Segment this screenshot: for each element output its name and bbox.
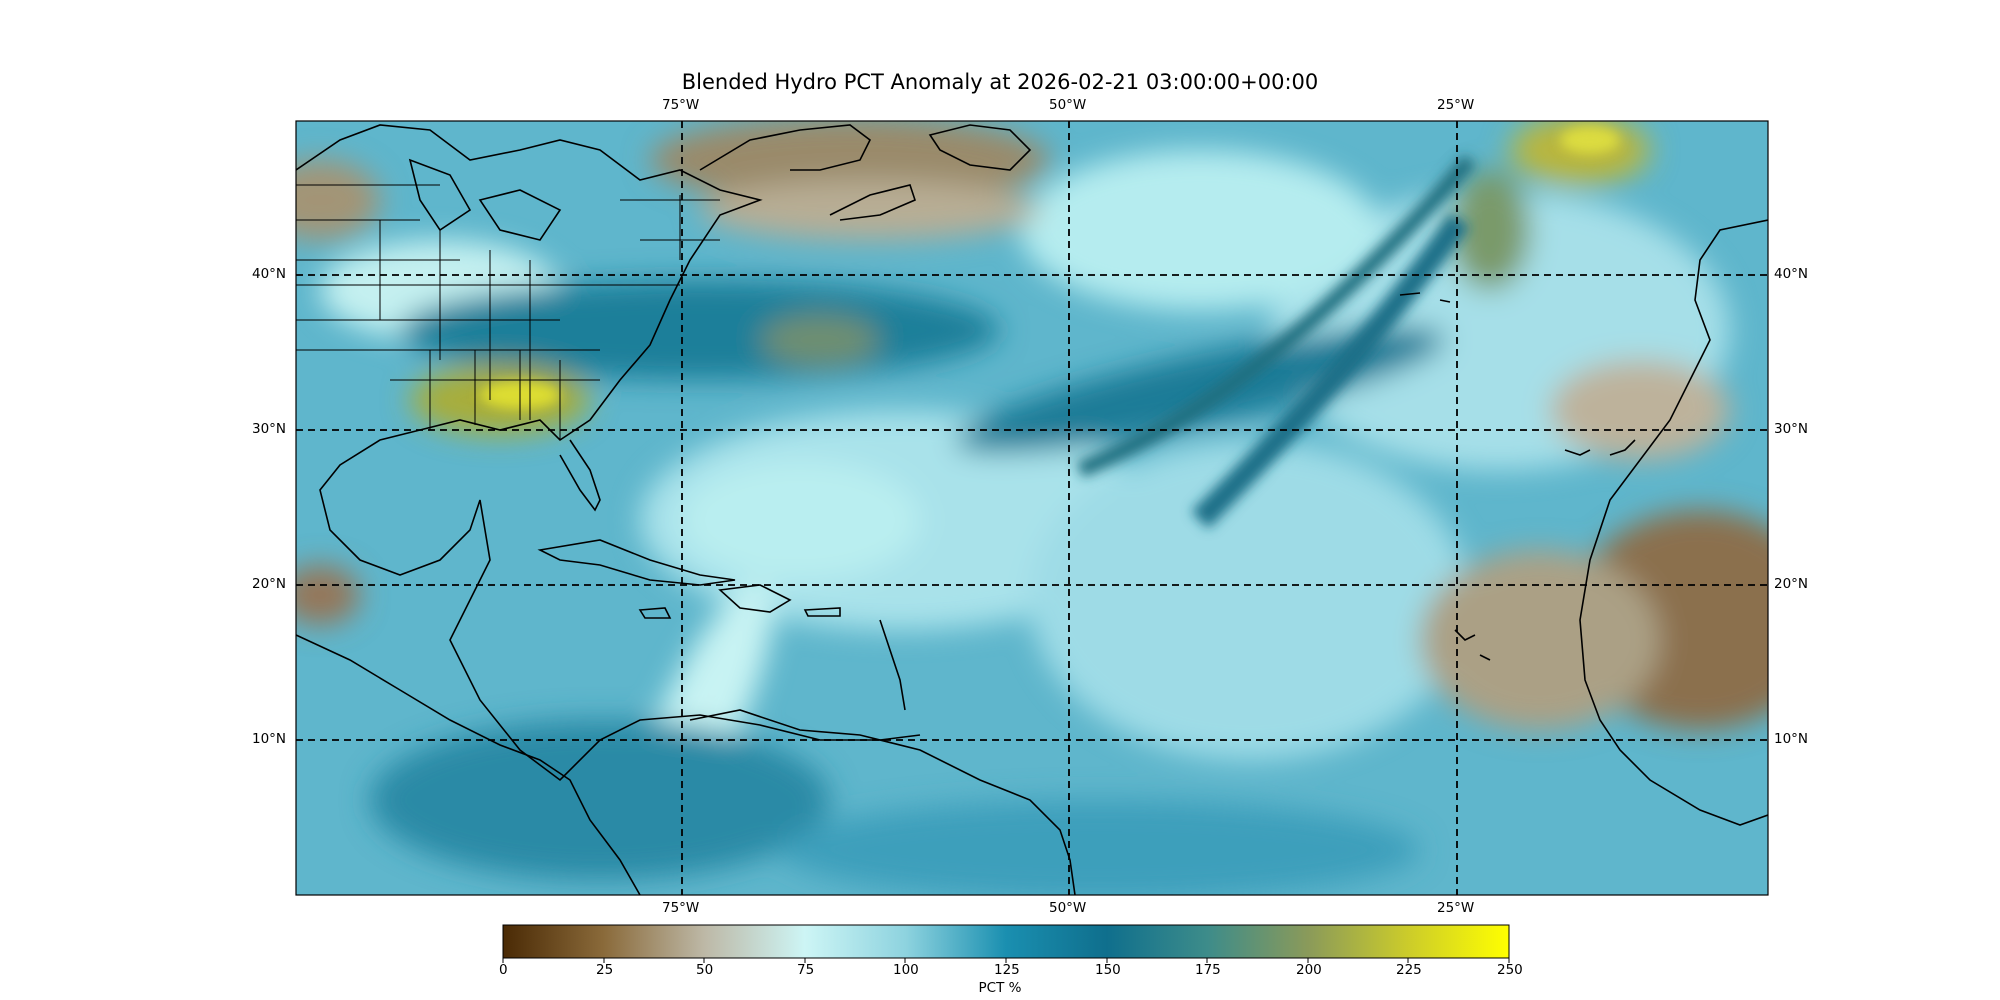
lat-tick-right-30n: 30°N <box>1774 421 1809 437</box>
lon-tick-top-75w: 75°W <box>662 97 700 113</box>
lat-tick-left-20n: 20°N <box>252 576 287 592</box>
lon-tick-top-25w: 25°W <box>1437 97 1475 113</box>
colorbar-label: PCT % <box>978 980 1022 996</box>
map-frame <box>295 120 1769 896</box>
cbar-tick-225: 225 <box>1396 962 1422 978</box>
state-borders <box>296 184 720 440</box>
lon-tick-bottom-50w: 50°W <box>1049 900 1087 916</box>
graticule <box>296 121 1768 895</box>
lat-tick-left-40n: 40°N <box>252 266 287 282</box>
lat-tick-left-10n: 10°N <box>252 731 287 747</box>
cbar-tick-125: 125 <box>994 962 1020 978</box>
cbar-tick-175: 175 <box>1195 962 1221 978</box>
cbar-tick-25: 25 <box>596 962 614 978</box>
lon-tick-bottom-25w: 25°W <box>1437 900 1475 916</box>
colorbar <box>502 924 1510 959</box>
lon-tick-top-50w: 50°W <box>1049 97 1087 113</box>
map-title: Blended Hydro PCT Anomaly at 2026-02-21 … <box>681 70 1319 94</box>
colorbar-ticks <box>502 958 1510 963</box>
anomaly-field <box>296 121 1768 895</box>
cbar-tick-100: 100 <box>893 962 919 978</box>
cbar-tick-50: 50 <box>696 962 714 978</box>
cbar-tick-75: 75 <box>797 962 815 978</box>
cbar-tick-200: 200 <box>1296 962 1322 978</box>
cbar-tick-0: 0 <box>499 962 508 978</box>
lat-tick-right-20n: 20°N <box>1774 576 1809 592</box>
cbar-tick-150: 150 <box>1095 962 1121 978</box>
lat-tick-right-10n: 10°N <box>1774 731 1809 747</box>
lon-tick-bottom-75w: 75°W <box>662 900 700 916</box>
cbar-tick-250: 250 <box>1497 962 1523 978</box>
lat-tick-left-30n: 30°N <box>252 421 287 437</box>
lat-tick-right-40n: 40°N <box>1774 266 1809 282</box>
